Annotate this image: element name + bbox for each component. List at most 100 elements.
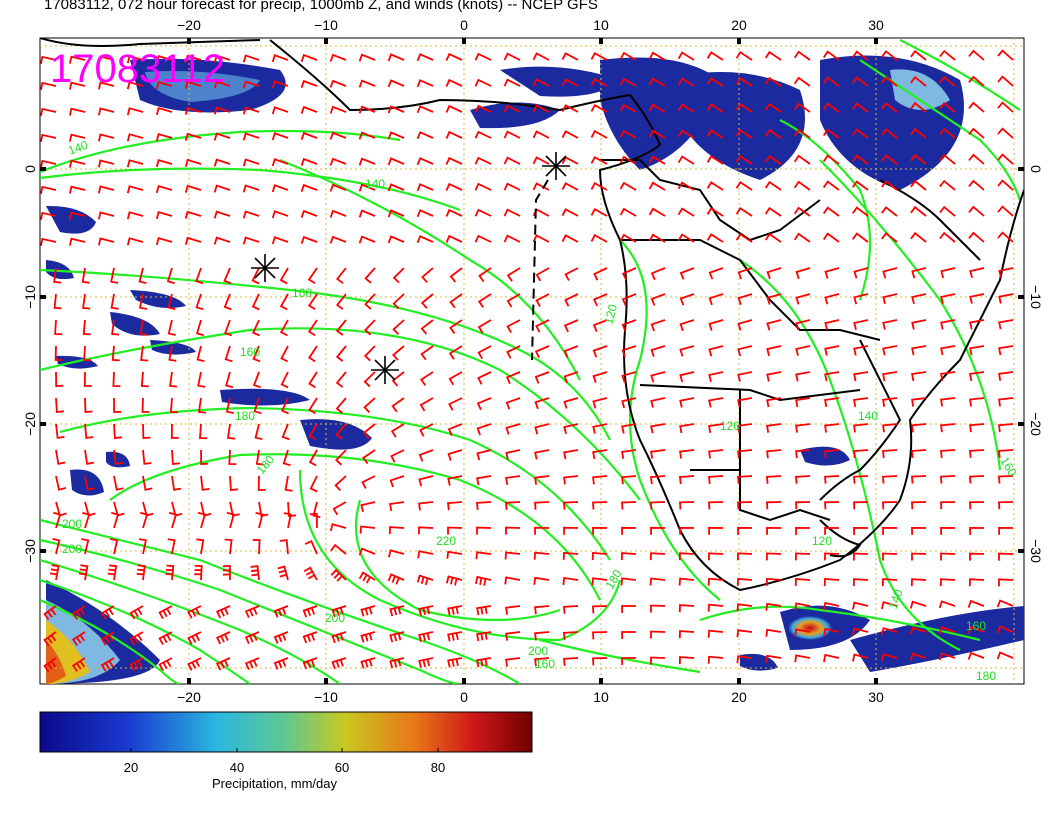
svg-text:120: 120 bbox=[601, 302, 620, 325]
wind-barb-icon bbox=[939, 75, 956, 87]
wind-barb-icon bbox=[823, 653, 840, 663]
wind-barb-icon bbox=[280, 345, 289, 363]
wind-barb-icon bbox=[708, 475, 724, 484]
wind-barb-icon bbox=[271, 54, 289, 63]
wind-barb-icon bbox=[561, 52, 579, 61]
wind-barb-icon bbox=[184, 54, 202, 63]
wind-barb-icon bbox=[477, 345, 492, 360]
wind-barb-icon bbox=[505, 449, 521, 460]
wind-barb-icon bbox=[187, 657, 202, 671]
axis-ticks bbox=[40, 38, 1024, 684]
wind-barb-icon bbox=[503, 78, 521, 87]
wind-barb-icon bbox=[532, 104, 550, 113]
wind-barb-icon bbox=[706, 103, 724, 113]
y-tick-left: −30 bbox=[22, 539, 38, 563]
wind-barb-icon bbox=[69, 211, 86, 220]
wind-barb-icon bbox=[242, 80, 260, 89]
wind-barb-icon bbox=[938, 600, 956, 609]
svg-text:140: 140 bbox=[66, 138, 90, 158]
wind-barb-icon bbox=[387, 209, 405, 218]
wind-barb-icon bbox=[330, 543, 347, 555]
wind-barb-icon bbox=[139, 511, 149, 529]
wind-barb-icon bbox=[71, 631, 86, 646]
wind-barb-icon bbox=[417, 550, 434, 559]
wind-barb-icon bbox=[49, 564, 60, 581]
wind-barb-icon bbox=[677, 233, 695, 243]
wind-barb-icon bbox=[167, 538, 176, 555]
wind-barb-icon bbox=[505, 475, 521, 485]
wind-barb-icon bbox=[329, 79, 347, 88]
wind-barb-icon bbox=[532, 52, 550, 61]
wind-barb-icon bbox=[998, 578, 1014, 587]
wind-barb-icon bbox=[532, 234, 550, 243]
wind-barb-icon bbox=[677, 51, 695, 61]
wind-barb-icon bbox=[679, 371, 695, 383]
wind-barb-icon bbox=[251, 267, 260, 285]
wind-barb-icon bbox=[139, 319, 148, 336]
wind-barb-icon bbox=[795, 267, 811, 279]
wind-barb-icon bbox=[882, 371, 898, 382]
wind-barb-icon bbox=[420, 371, 434, 386]
wind-barb-icon bbox=[448, 345, 463, 360]
wind-barb-icon bbox=[392, 293, 405, 310]
wind-barb-icon bbox=[229, 475, 238, 491]
wind-barb-icon bbox=[166, 267, 175, 285]
x-tick-bottom: −10 bbox=[314, 689, 338, 705]
wind-barb-icon bbox=[445, 156, 463, 165]
wind-barb-icon bbox=[852, 128, 869, 139]
wind-barb-icon bbox=[474, 130, 492, 139]
wind-barb-icon bbox=[155, 132, 173, 142]
wind-barb-icon bbox=[561, 182, 579, 191]
wind-barb-icon bbox=[563, 371, 579, 384]
wind-barb-icon bbox=[228, 449, 237, 465]
svg-text:180: 180 bbox=[235, 409, 255, 423]
wind-barb-icon bbox=[55, 371, 64, 387]
wind-barb-icon bbox=[737, 371, 753, 382]
storm-marker-icon bbox=[542, 152, 570, 180]
wind-barb-icon bbox=[503, 234, 521, 243]
wind-barb-icon bbox=[69, 107, 86, 116]
wind-barb-icon bbox=[880, 601, 898, 610]
wind-barb-icon bbox=[764, 206, 782, 217]
wind-barb-icon bbox=[416, 209, 434, 218]
wind-barb-icon bbox=[621, 449, 637, 459]
wind-barb-icon bbox=[735, 51, 753, 61]
wind-barb-icon bbox=[213, 54, 231, 63]
wind-barb-icon bbox=[852, 206, 869, 217]
wind-barb-icon bbox=[448, 397, 463, 411]
wind-barb-icon bbox=[505, 371, 521, 385]
wind-barb-icon bbox=[939, 578, 956, 587]
wind-barb-icon bbox=[445, 78, 463, 87]
wind-barb-icon bbox=[273, 631, 289, 644]
wind-barb-icon bbox=[736, 603, 753, 612]
wind-barb-icon bbox=[795, 552, 811, 561]
wind-barb-icon bbox=[706, 129, 724, 139]
wind-barb-icon bbox=[766, 449, 782, 459]
wind-barb-icon bbox=[418, 449, 434, 462]
wind-barb-icon bbox=[650, 267, 666, 281]
wind-barb-icon bbox=[592, 345, 608, 358]
wind-barb-icon bbox=[766, 293, 782, 305]
wind-barb-icon bbox=[824, 319, 840, 331]
wind-barb-icon bbox=[853, 293, 869, 305]
wind-barb-icon bbox=[532, 130, 550, 139]
wind-barb-icon bbox=[391, 371, 405, 387]
wind-barb-icon bbox=[592, 605, 608, 614]
wind-barb-icon bbox=[213, 158, 231, 167]
wind-barb-icon bbox=[300, 53, 318, 62]
wind-barb-icon bbox=[387, 235, 405, 244]
wind-barb-icon bbox=[251, 293, 260, 311]
wind-barb-icon bbox=[416, 131, 434, 140]
wind-barb-icon bbox=[242, 158, 260, 167]
wind-barb-icon bbox=[793, 128, 811, 139]
colorbar-tick-label: 40 bbox=[229, 760, 245, 775]
wind-barb-icon bbox=[968, 153, 985, 165]
wind-barb-icon bbox=[677, 181, 695, 191]
wind-barb-icon bbox=[273, 605, 289, 618]
wind-barb-icon bbox=[302, 605, 318, 618]
wind-barb-icon bbox=[997, 205, 1014, 217]
wind-barb-icon bbox=[242, 132, 260, 141]
wind-barb-icon bbox=[822, 154, 840, 165]
wind-barb-icon bbox=[534, 631, 550, 641]
wind-barb-icon bbox=[621, 319, 637, 332]
